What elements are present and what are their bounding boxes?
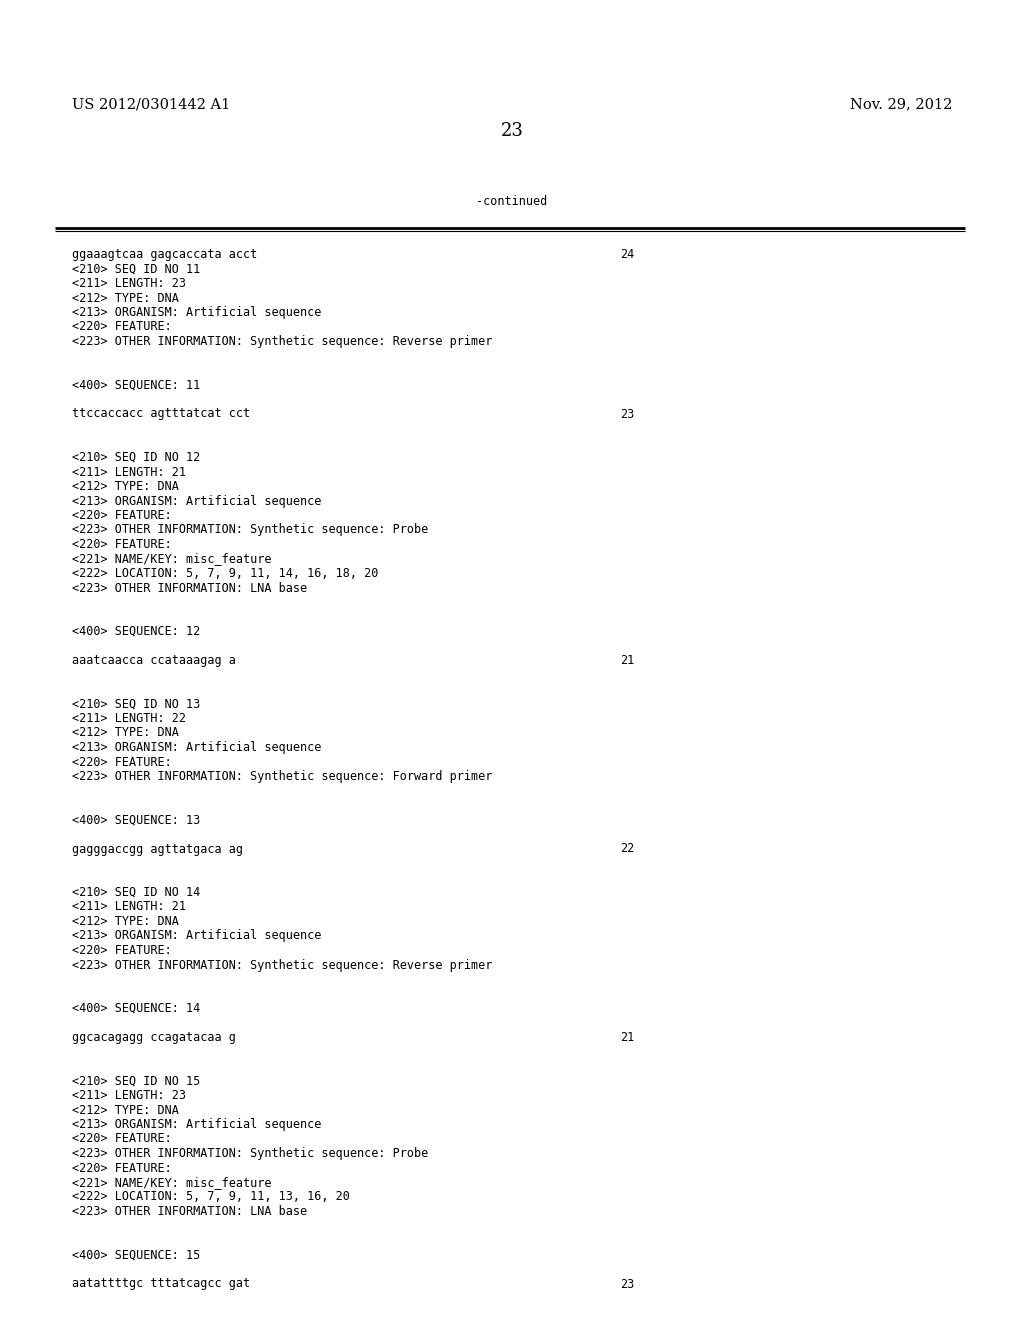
Text: <211> LENGTH: 23: <211> LENGTH: 23 bbox=[72, 277, 186, 290]
Text: <221> NAME/KEY: misc_feature: <221> NAME/KEY: misc_feature bbox=[72, 553, 271, 565]
Text: Nov. 29, 2012: Nov. 29, 2012 bbox=[850, 96, 952, 111]
Text: <210> SEQ ID NO 13: <210> SEQ ID NO 13 bbox=[72, 697, 201, 710]
Text: 21: 21 bbox=[620, 653, 634, 667]
Text: <211> LENGTH: 23: <211> LENGTH: 23 bbox=[72, 1089, 186, 1102]
Text: ttccaccacc agtttatcat cct: ttccaccacc agtttatcat cct bbox=[72, 408, 250, 421]
Text: 23: 23 bbox=[620, 1278, 634, 1291]
Text: 23: 23 bbox=[620, 408, 634, 421]
Text: <213> ORGANISM: Artificial sequence: <213> ORGANISM: Artificial sequence bbox=[72, 306, 322, 319]
Text: ggaaagtcaa gagcaccata acct: ggaaagtcaa gagcaccata acct bbox=[72, 248, 257, 261]
Text: <212> TYPE: DNA: <212> TYPE: DNA bbox=[72, 915, 179, 928]
Text: <220> FEATURE:: <220> FEATURE: bbox=[72, 510, 172, 521]
Text: <210> SEQ ID NO 15: <210> SEQ ID NO 15 bbox=[72, 1074, 201, 1088]
Text: <213> ORGANISM: Artificial sequence: <213> ORGANISM: Artificial sequence bbox=[72, 741, 322, 754]
Text: 22: 22 bbox=[620, 842, 634, 855]
Text: <220> FEATURE:: <220> FEATURE: bbox=[72, 755, 172, 768]
Text: <400> SEQUENCE: 12: <400> SEQUENCE: 12 bbox=[72, 624, 201, 638]
Text: <223> OTHER INFORMATION: LNA base: <223> OTHER INFORMATION: LNA base bbox=[72, 582, 307, 594]
Text: gagggaccgg agttatgaca ag: gagggaccgg agttatgaca ag bbox=[72, 842, 243, 855]
Text: 24: 24 bbox=[620, 248, 634, 261]
Text: <223> OTHER INFORMATION: Synthetic sequence: Forward primer: <223> OTHER INFORMATION: Synthetic seque… bbox=[72, 770, 493, 783]
Text: 23: 23 bbox=[501, 121, 523, 140]
Text: 21: 21 bbox=[620, 1031, 634, 1044]
Text: <220> FEATURE:: <220> FEATURE: bbox=[72, 944, 172, 957]
Text: US 2012/0301442 A1: US 2012/0301442 A1 bbox=[72, 96, 230, 111]
Text: <223> OTHER INFORMATION: Synthetic sequence: Reverse primer: <223> OTHER INFORMATION: Synthetic seque… bbox=[72, 958, 493, 972]
Text: <223> OTHER INFORMATION: Synthetic sequence: Reverse primer: <223> OTHER INFORMATION: Synthetic seque… bbox=[72, 335, 493, 348]
Text: <213> ORGANISM: Artificial sequence: <213> ORGANISM: Artificial sequence bbox=[72, 1118, 322, 1131]
Text: <211> LENGTH: 21: <211> LENGTH: 21 bbox=[72, 900, 186, 913]
Text: ggcacagagg ccagatacaa g: ggcacagagg ccagatacaa g bbox=[72, 1031, 236, 1044]
Text: <220> FEATURE:: <220> FEATURE: bbox=[72, 1133, 172, 1146]
Text: <210> SEQ ID NO 12: <210> SEQ ID NO 12 bbox=[72, 451, 201, 465]
Text: <400> SEQUENCE: 11: <400> SEQUENCE: 11 bbox=[72, 379, 201, 392]
Text: <220> FEATURE:: <220> FEATURE: bbox=[72, 539, 172, 550]
Text: <222> LOCATION: 5, 7, 9, 11, 13, 16, 20: <222> LOCATION: 5, 7, 9, 11, 13, 16, 20 bbox=[72, 1191, 350, 1204]
Text: <221> NAME/KEY: misc_feature: <221> NAME/KEY: misc_feature bbox=[72, 1176, 271, 1189]
Text: <223> OTHER INFORMATION: Synthetic sequence: Probe: <223> OTHER INFORMATION: Synthetic seque… bbox=[72, 1147, 428, 1160]
Text: <212> TYPE: DNA: <212> TYPE: DNA bbox=[72, 480, 179, 492]
Text: <211> LENGTH: 22: <211> LENGTH: 22 bbox=[72, 711, 186, 725]
Text: <400> SEQUENCE: 14: <400> SEQUENCE: 14 bbox=[72, 1002, 201, 1015]
Text: <213> ORGANISM: Artificial sequence: <213> ORGANISM: Artificial sequence bbox=[72, 929, 322, 942]
Text: <220> FEATURE:: <220> FEATURE: bbox=[72, 1162, 172, 1175]
Text: <223> OTHER INFORMATION: Synthetic sequence: Probe: <223> OTHER INFORMATION: Synthetic seque… bbox=[72, 524, 428, 536]
Text: <212> TYPE: DNA: <212> TYPE: DNA bbox=[72, 1104, 179, 1117]
Text: <223> OTHER INFORMATION: LNA base: <223> OTHER INFORMATION: LNA base bbox=[72, 1205, 307, 1218]
Text: <212> TYPE: DNA: <212> TYPE: DNA bbox=[72, 292, 179, 305]
Text: <222> LOCATION: 5, 7, 9, 11, 14, 16, 18, 20: <222> LOCATION: 5, 7, 9, 11, 14, 16, 18,… bbox=[72, 568, 379, 579]
Text: <210> SEQ ID NO 14: <210> SEQ ID NO 14 bbox=[72, 886, 201, 899]
Text: -continued: -continued bbox=[476, 195, 548, 209]
Text: <213> ORGANISM: Artificial sequence: <213> ORGANISM: Artificial sequence bbox=[72, 495, 322, 507]
Text: <400> SEQUENCE: 13: <400> SEQUENCE: 13 bbox=[72, 813, 201, 826]
Text: aatattttgc tttatcagcc gat: aatattttgc tttatcagcc gat bbox=[72, 1278, 250, 1291]
Text: <212> TYPE: DNA: <212> TYPE: DNA bbox=[72, 726, 179, 739]
Text: <211> LENGTH: 21: <211> LENGTH: 21 bbox=[72, 466, 186, 479]
Text: <400> SEQUENCE: 15: <400> SEQUENCE: 15 bbox=[72, 1249, 201, 1262]
Text: <210> SEQ ID NO 11: <210> SEQ ID NO 11 bbox=[72, 263, 201, 276]
Text: <220> FEATURE:: <220> FEATURE: bbox=[72, 321, 172, 334]
Text: aaatcaacca ccataaagag a: aaatcaacca ccataaagag a bbox=[72, 653, 236, 667]
